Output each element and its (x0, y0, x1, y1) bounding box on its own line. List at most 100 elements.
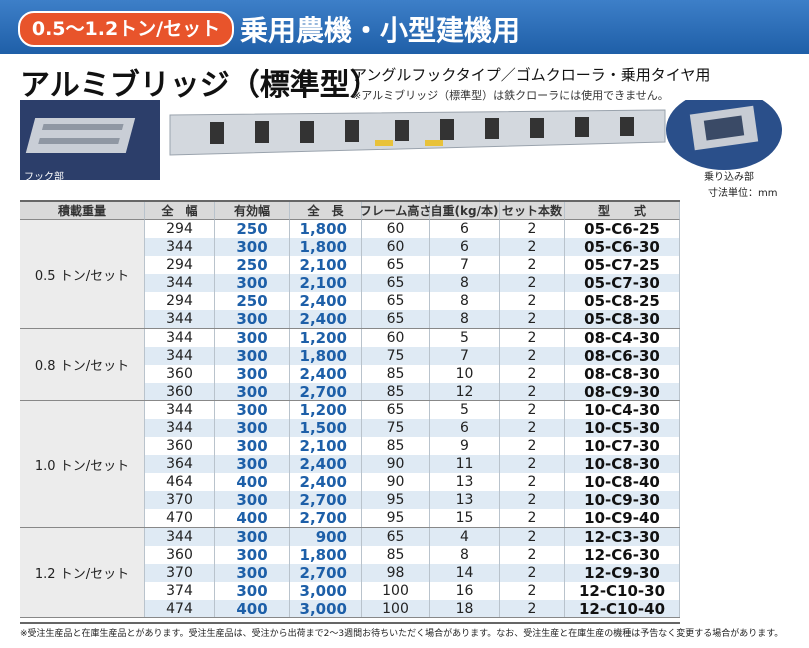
table-cell: 95 (362, 509, 430, 528)
table-cell: 65 (362, 256, 430, 275)
group-divider (20, 526, 680, 528)
table-cell: 1,200 (290, 328, 362, 347)
table-cell: 300 (215, 274, 290, 293)
table-cell: 300 (215, 419, 290, 438)
header-title: 乗用農機・小型建機用 (240, 14, 521, 47)
table-cell: 6 (430, 238, 500, 257)
table-cell: 2 (500, 364, 565, 383)
table-cell: 6 (430, 220, 500, 239)
table-cell: 2,700 (290, 382, 362, 401)
table-cell: 300 (215, 382, 290, 401)
table-cell: 464 (145, 473, 215, 492)
table-cell: 300 (215, 364, 290, 383)
table-cell: 2 (500, 437, 565, 456)
table-cell: 300 (215, 437, 290, 456)
table-cell: 65 (362, 400, 430, 419)
table-cell: 60 (362, 220, 430, 239)
table-cell: 98 (362, 563, 430, 582)
table-cell: 360 (145, 545, 215, 564)
table-cell: 2,400 (290, 473, 362, 492)
table-cell: 2,100 (290, 274, 362, 293)
group-divider (20, 327, 680, 329)
table-cell: 300 (215, 581, 290, 600)
table-cell: 364 (145, 455, 215, 474)
table-cell: 12-C6-30 (565, 545, 680, 564)
table-cell: 2,700 (290, 563, 362, 582)
table-cell: 7 (430, 346, 500, 365)
table-cell: 13 (430, 491, 500, 510)
table-cell: 08-C9-30 (565, 382, 680, 401)
table-cell: 5 (430, 400, 500, 419)
table-cell: 9 (430, 437, 500, 456)
column-header: 積載重量 (20, 202, 145, 220)
table-cell: 2 (500, 455, 565, 474)
table-cell: 2,700 (290, 491, 362, 510)
unit-label: 寸法単位：mm (708, 188, 778, 199)
table-cell: 2 (500, 238, 565, 257)
hook-label: フック部 (24, 172, 64, 183)
table-cell: 05-C7-25 (565, 256, 680, 275)
table-cell: 65 (362, 527, 430, 546)
column-header: フレーム高さ (359, 202, 432, 220)
table-cell: 2 (500, 292, 565, 311)
column-header: 有効幅 (215, 202, 290, 220)
table-cell: 08-C4-30 (565, 328, 680, 347)
table-cell: 2 (500, 400, 565, 419)
table-cell: 8 (430, 310, 500, 329)
table-cell: 344 (145, 419, 215, 438)
table-cell: 05-C6-30 (565, 238, 680, 257)
table-cell: 14 (430, 563, 500, 582)
table-cell: 2,400 (290, 292, 362, 311)
table-cell: 3,000 (290, 599, 362, 618)
table-cell: 300 (215, 346, 290, 365)
table-cell: 2,400 (290, 364, 362, 383)
badge: 0.5〜1.2トン/セット (18, 11, 234, 47)
table-cell: 100 (362, 581, 430, 600)
table-cell: 370 (145, 563, 215, 582)
table-cell: 2 (500, 509, 565, 528)
table-cell: 300 (215, 310, 290, 329)
table-cell: 400 (215, 473, 290, 492)
group-label: 1.0 トン/セット (20, 400, 145, 528)
table-cell: 60 (362, 238, 430, 257)
table-cell: 2,700 (290, 509, 362, 528)
table-cell: 10-C7-30 (565, 437, 680, 456)
table-cell: 7 (430, 256, 500, 275)
table-cell: 370 (145, 491, 215, 510)
table-cell: 360 (145, 364, 215, 383)
table-cell: 10-C9-40 (565, 509, 680, 528)
table-cell: 1,800 (290, 545, 362, 564)
table-cell: 85 (362, 437, 430, 456)
table-cell: 1,500 (290, 419, 362, 438)
table-cell: 2 (500, 382, 565, 401)
table-cell: 18 (430, 599, 500, 618)
table-cell: 85 (362, 545, 430, 564)
table-cell: 3,000 (290, 581, 362, 600)
table-cell: 2 (500, 545, 565, 564)
table-cell: 05-C7-30 (565, 274, 680, 293)
table-cell: 1,200 (290, 400, 362, 419)
table-cell: 294 (145, 292, 215, 311)
table-cell: 344 (145, 400, 215, 419)
table-cell: 300 (215, 455, 290, 474)
table-cell: 2 (500, 581, 565, 600)
table-cell: 400 (215, 509, 290, 528)
table-cell: 10-C4-30 (565, 400, 680, 419)
column-header: 全 長 (290, 202, 362, 220)
table-cell: 10-C8-40 (565, 473, 680, 492)
table-cell: 4 (430, 527, 500, 546)
table-cell: 90 (362, 455, 430, 474)
table-cell: 2,100 (290, 256, 362, 275)
table-cell: 65 (362, 310, 430, 329)
entry-label: 乗り込み部 (704, 172, 754, 183)
table-cell: 360 (145, 437, 215, 456)
table-cell: 300 (215, 328, 290, 347)
table-cell: 16 (430, 581, 500, 600)
table-cell: 470 (145, 509, 215, 528)
table-cell: 250 (215, 256, 290, 275)
table-cell: 300 (215, 238, 290, 257)
table-cell: 8 (430, 545, 500, 564)
table-cell: 6 (430, 419, 500, 438)
table-cell: 294 (145, 220, 215, 239)
